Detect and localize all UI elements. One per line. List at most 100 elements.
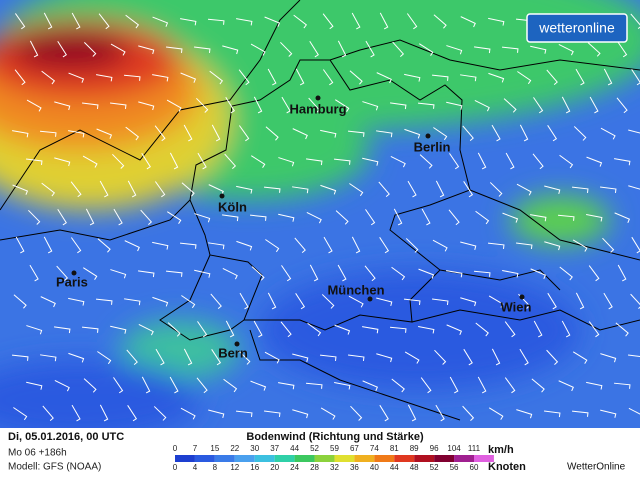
wind-barb (113, 377, 124, 394)
legend-swatch (394, 455, 415, 462)
wind-barb (54, 157, 71, 167)
wind-barb (249, 214, 267, 221)
wind-barb (404, 128, 421, 139)
wind-barb (404, 351, 420, 364)
city-label: Wien (501, 299, 532, 314)
wind-barb (183, 348, 193, 366)
wind-barb (267, 292, 277, 310)
legend-title: Bodenwind (Richtung und Stärke) (246, 431, 424, 443)
legend-swatch (254, 455, 275, 462)
wind-barb (631, 236, 640, 254)
wind-barb (83, 41, 97, 57)
wind-barb (280, 321, 292, 338)
wind-barb (154, 125, 166, 142)
city-dot (519, 294, 525, 300)
logo-box (526, 13, 628, 43)
wind-barb (155, 348, 165, 366)
knots-tick: 12 (230, 463, 239, 472)
wind-barb (26, 99, 42, 112)
knots-tick: 0 (173, 463, 178, 472)
wind-barb (251, 266, 265, 281)
wind-barb (420, 377, 432, 394)
wind-barb (56, 265, 69, 282)
wind-barb (446, 45, 463, 55)
wind-barb (448, 209, 460, 226)
wind-barb (432, 239, 448, 252)
wind-barb (376, 130, 393, 138)
legend-swatch (454, 455, 474, 462)
wind-barb (519, 124, 529, 142)
wind-barb (505, 152, 515, 170)
wind-barb (460, 241, 477, 250)
wind-barb (209, 70, 224, 85)
wind-barb (141, 152, 151, 170)
kmh-tick: 59 (330, 444, 339, 453)
wind-barb (628, 407, 640, 415)
wind-barb (488, 295, 504, 308)
city-dot (219, 193, 225, 199)
wind-barb (376, 72, 392, 84)
wind-barb (225, 96, 235, 114)
wind-barb (600, 127, 616, 140)
wind-barb (125, 14, 140, 29)
wind-barb (488, 17, 505, 26)
wind-barb (603, 292, 613, 310)
wind-barb (68, 352, 85, 363)
wind-barbs (11, 12, 640, 422)
wind-barb (462, 405, 475, 421)
wind-barb (630, 13, 640, 30)
knots-tick: 24 (290, 463, 299, 472)
wind-barb (278, 382, 295, 390)
wind-barb (587, 42, 601, 57)
knots-tick: 20 (270, 463, 279, 472)
wind-barb (572, 239, 588, 252)
knots-tick: 28 (310, 463, 319, 472)
wind-barb (281, 96, 291, 114)
wind-barb (319, 354, 337, 361)
wind-field (0, 0, 640, 428)
wind-barb (41, 70, 56, 85)
wind-barb (13, 407, 28, 421)
wind-barb (586, 156, 603, 167)
wind-barb (390, 156, 406, 168)
wind-barb (502, 270, 519, 278)
wind-barb (379, 12, 389, 30)
wind-barb (138, 45, 155, 55)
wind-barb (376, 297, 393, 306)
wind-barb (600, 353, 617, 363)
wind-barb (308, 97, 321, 114)
wind-barb (68, 130, 85, 138)
wind-barb (109, 102, 127, 109)
wind-barb (323, 236, 333, 254)
wind-barb (449, 376, 459, 394)
wind-barb (253, 96, 263, 114)
wind-barb (295, 293, 306, 310)
knots-tick: 40 (370, 463, 379, 472)
wind-barb (487, 242, 505, 249)
wind-barb (533, 97, 544, 114)
wind-barb (392, 41, 405, 58)
wind-barb (57, 208, 67, 226)
city-label: Bern (218, 345, 248, 360)
wind-barb (29, 40, 39, 58)
wind-barb (391, 378, 405, 393)
wind-barb (546, 69, 558, 86)
wind-barb (321, 294, 335, 309)
wind-barb (322, 13, 334, 30)
wind-barb (362, 326, 379, 334)
wind-barb (558, 44, 574, 56)
wind-barb (516, 242, 533, 250)
wind-barb (446, 324, 463, 336)
wind-barb (42, 405, 54, 422)
footer-background (0, 428, 640, 478)
wind-barb (571, 410, 589, 417)
wind-barb (11, 354, 29, 361)
wind-barb (253, 320, 263, 338)
wind-barb (517, 71, 532, 85)
knots-tick: 32 (330, 463, 339, 472)
cities: Hamburg Berlin Köln Paris München Wien Bern (56, 95, 532, 360)
wind-barb (222, 214, 239, 222)
wind-barb (348, 295, 364, 308)
knots-tick: 16 (250, 463, 259, 472)
kmh-tick: 67 (350, 444, 359, 453)
